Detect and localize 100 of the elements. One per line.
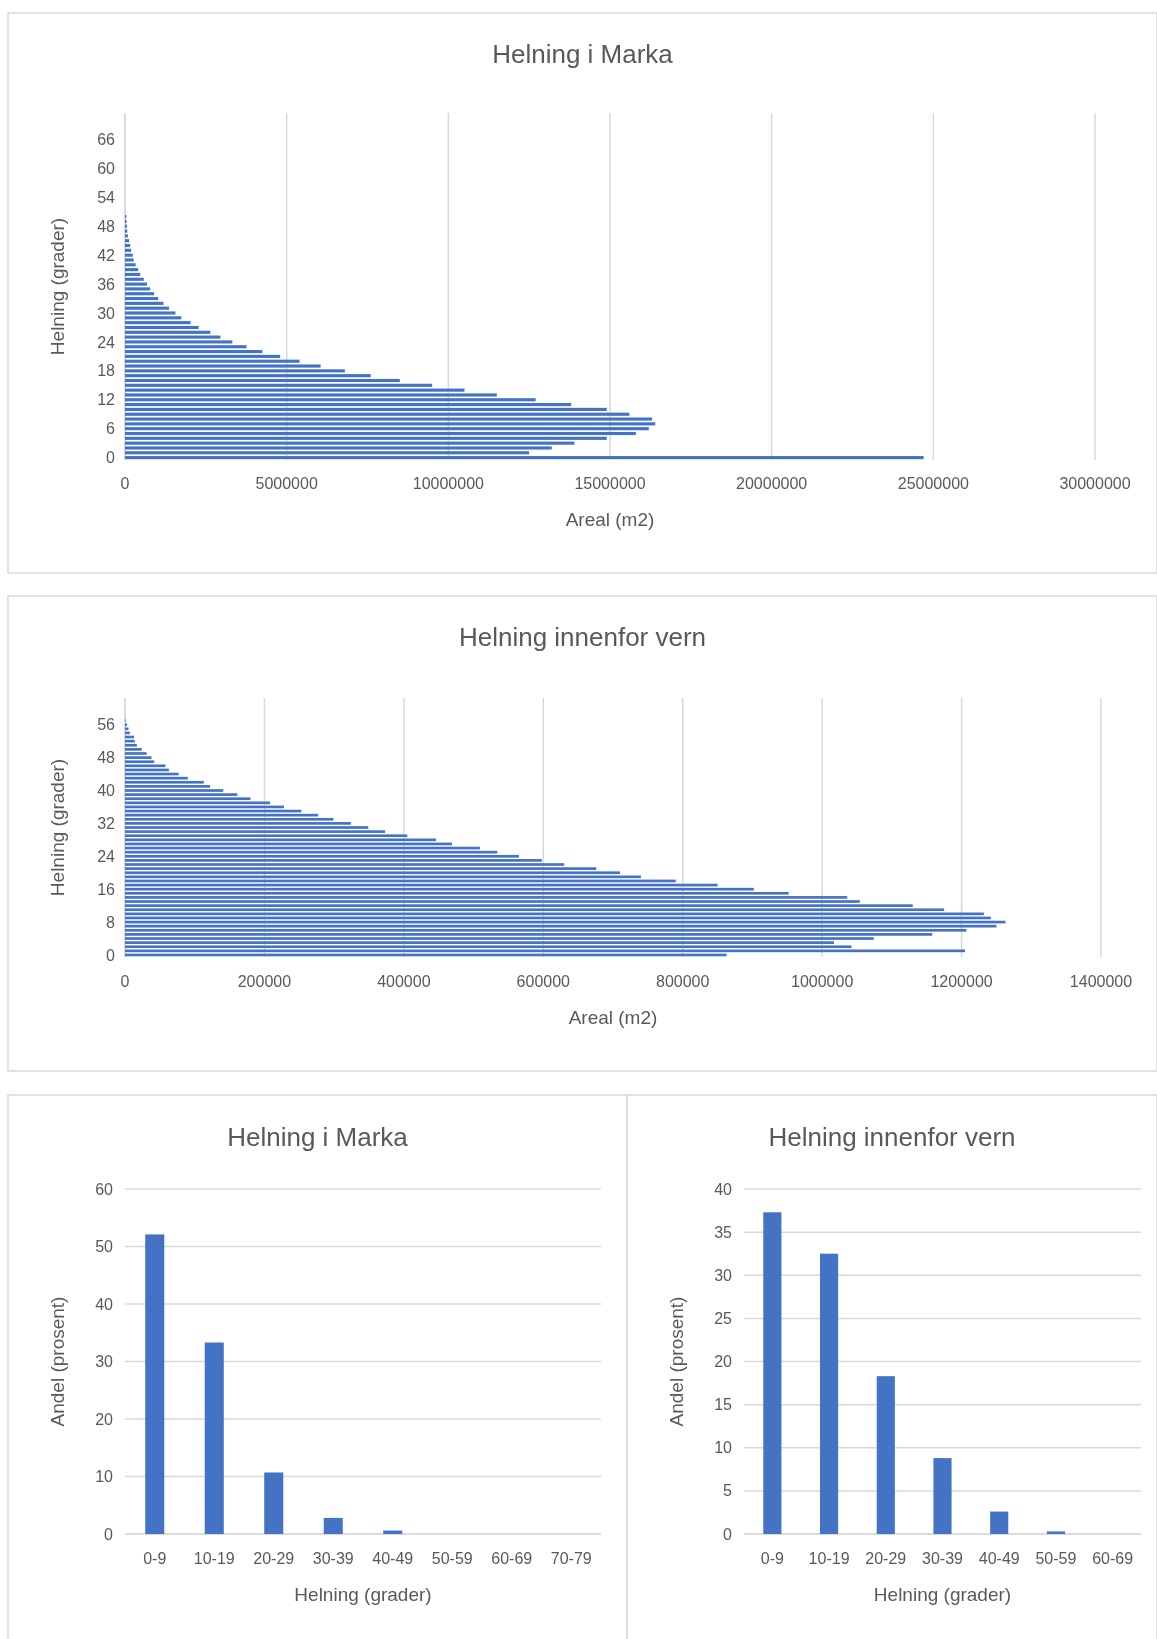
x-tick-label: 600000	[516, 973, 571, 990]
bar	[125, 272, 141, 277]
bar	[125, 374, 371, 378]
y-tick-label: 12	[97, 391, 116, 409]
y-tick-label: 0	[106, 449, 116, 467]
y-tick-label: 16	[97, 880, 116, 898]
y-axis-title: Andel (prosent)	[46, 1296, 68, 1427]
y-tick-label: 40	[95, 1295, 114, 1313]
bar	[125, 287, 151, 291]
x-tick-label: 10-19	[808, 1550, 850, 1567]
bar	[125, 239, 130, 243]
y-tick-label: 48	[97, 217, 116, 235]
y-tick-label: 6	[106, 420, 116, 438]
bar	[125, 417, 653, 421]
y-tick-label: 48	[97, 749, 116, 767]
bar	[125, 345, 247, 349]
bar	[125, 350, 263, 354]
y-tick-label: 10	[714, 1439, 733, 1457]
bar	[323, 1517, 343, 1534]
x-tick-label: 60-69	[491, 1550, 533, 1567]
x-tick-label: 30-39	[922, 1550, 964, 1567]
bar	[125, 871, 620, 875]
bar	[125, 340, 233, 344]
y-tick-label: 0	[104, 1525, 114, 1543]
x-axis-title: Areal (m2)	[565, 509, 655, 530]
x-tick-label: 10-19	[193, 1550, 235, 1567]
y-tick-label: 20	[95, 1410, 114, 1428]
y-tick-label: 0	[106, 946, 116, 964]
bar	[125, 838, 436, 842]
bar	[990, 1511, 1009, 1534]
bar	[1046, 1531, 1065, 1534]
y-tick-label: 24	[97, 847, 116, 865]
bar	[125, 282, 147, 286]
bar	[125, 764, 166, 768]
bar	[933, 1458, 952, 1534]
x-axis-title: Helning (grader)	[873, 1584, 1012, 1605]
x-tick-label: 50-59	[431, 1550, 473, 1567]
x-tick-label: 70-79	[550, 1550, 592, 1567]
bar	[125, 321, 191, 325]
x-tick-label: 400000	[377, 973, 431, 990]
y-tick-label: 8	[106, 913, 116, 931]
bar	[820, 1253, 839, 1534]
x-tick-label: 0	[120, 973, 130, 990]
x-tick-label: 0	[120, 475, 130, 492]
y-axis-title: Andel (prosent)	[665, 1296, 687, 1427]
bar	[125, 292, 155, 296]
x-tick-label: 0-9	[760, 1550, 785, 1567]
bar	[145, 1234, 165, 1535]
chart-title: Helning i Marka	[492, 39, 674, 70]
y-tick-label: 32	[97, 814, 116, 832]
x-axis-title: Helning (grader)	[294, 1584, 432, 1605]
bar	[125, 354, 281, 358]
x-tick-label: 20-29	[253, 1550, 295, 1567]
y-tick-label: 24	[97, 333, 116, 351]
x-tick-label: 50-59	[1035, 1550, 1077, 1567]
y-tick-label: 50	[95, 1238, 114, 1256]
y-axis-title: Helning (grader)	[46, 758, 68, 897]
bar	[125, 248, 132, 252]
x-tick-label: 200000	[237, 973, 292, 990]
bar	[125, 330, 211, 334]
y-tick-label: 20	[714, 1353, 733, 1371]
y-tick-label: 5	[723, 1482, 733, 1500]
y-tick-label: 36	[97, 275, 116, 293]
x-tick-label: 1400000	[1069, 973, 1133, 990]
x-tick-label: 10000000	[412, 475, 485, 492]
bar	[125, 427, 649, 431]
bar	[125, 924, 997, 928]
y-tick-label: 30	[97, 304, 116, 322]
bar	[876, 1376, 895, 1534]
x-tick-label: 800000	[656, 973, 710, 990]
y-tick-label: 30	[95, 1353, 114, 1371]
x-tick-label: 1200000	[930, 973, 993, 990]
x-tick-label: 15000000	[574, 475, 646, 492]
y-tick-label: 18	[97, 362, 116, 380]
y-tick-label: 54	[97, 188, 116, 206]
bar	[125, 723, 128, 727]
y-tick-label: 10	[95, 1468, 114, 1486]
y-tick-label: 66	[97, 131, 116, 149]
x-tick-label: 20-29	[865, 1550, 907, 1567]
bar	[125, 727, 129, 731]
x-tick-label: 30-39	[312, 1550, 354, 1567]
x-axis-title: Areal (m2)	[568, 1007, 658, 1028]
chart-title: Helning i Marka	[227, 1122, 409, 1153]
bar	[125, 243, 131, 248]
bar	[125, 801, 271, 805]
chart-title: Helning innenfor vern	[768, 1122, 1016, 1153]
bar	[204, 1342, 224, 1535]
y-tick-label: 25	[714, 1309, 733, 1327]
bar	[125, 908, 945, 912]
bar	[763, 1212, 782, 1534]
y-tick-label: 60	[97, 160, 116, 178]
bar	[125, 436, 607, 440]
bar	[125, 945, 852, 949]
bar	[125, 268, 139, 272]
y-tick-label: 0	[723, 1525, 733, 1543]
y-tick-label: 15	[714, 1396, 733, 1414]
bar	[125, 234, 128, 238]
y-tick-label: 40	[97, 782, 116, 800]
x-tick-label: 5000000	[255, 475, 318, 492]
bar	[125, 756, 152, 759]
